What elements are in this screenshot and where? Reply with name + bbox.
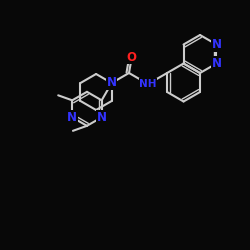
Text: NH: NH	[139, 79, 157, 89]
Text: N: N	[212, 57, 222, 70]
Text: O: O	[127, 51, 137, 64]
Text: N: N	[67, 111, 77, 124]
Text: N: N	[212, 38, 222, 51]
Text: N: N	[107, 76, 117, 90]
Text: N: N	[97, 111, 107, 124]
